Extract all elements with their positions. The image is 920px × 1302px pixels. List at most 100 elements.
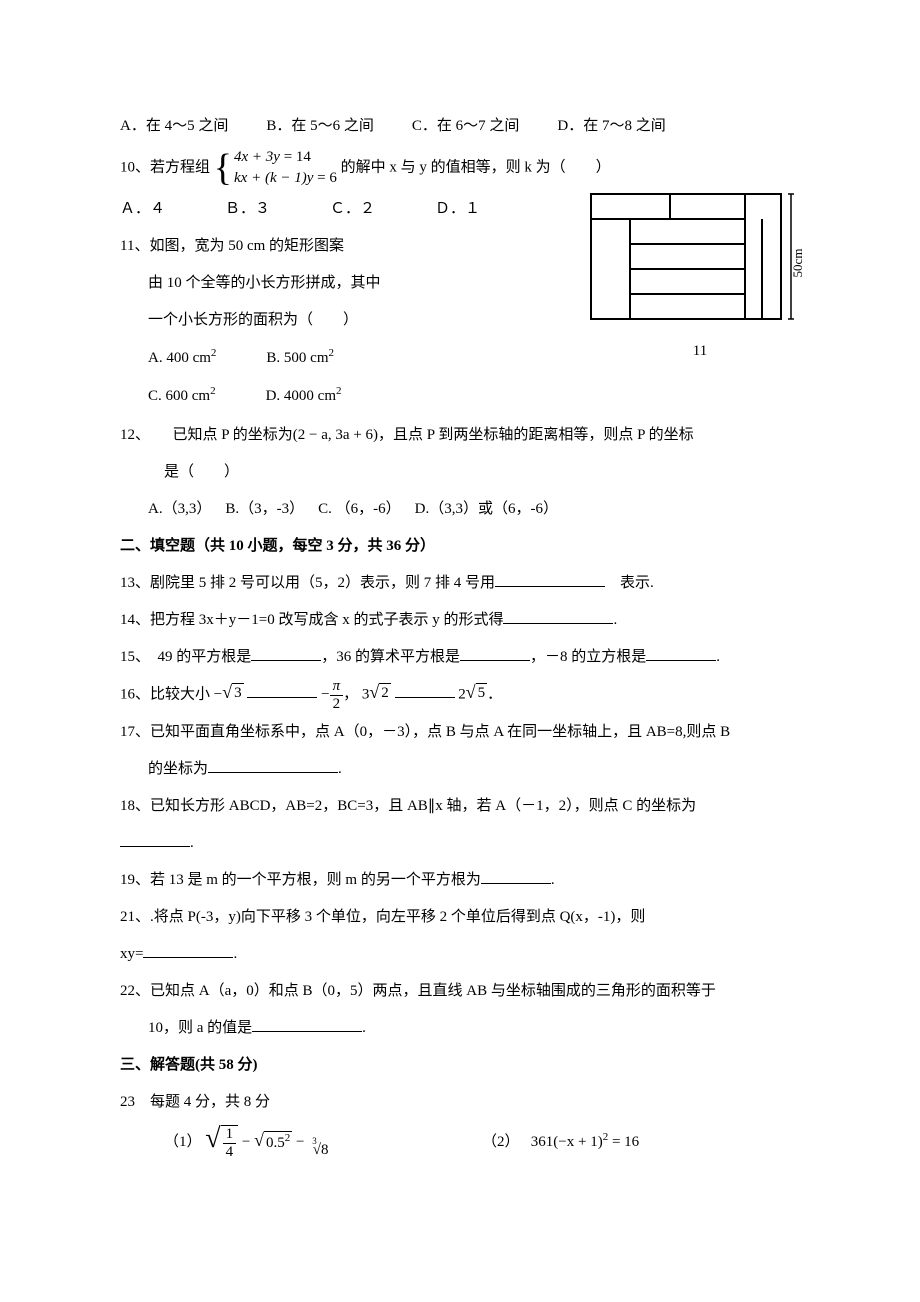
fig-dim-label: 50cm [790, 249, 805, 278]
q12-coord: (2 − a, 3a + 6) [293, 427, 378, 443]
q13: 13、剧院里 5 排 2 号可以用（5，2）表示，则 7 排 4 号用 表示. [120, 567, 800, 600]
q18-line2: . [120, 827, 800, 860]
opt-d: D．在 7～8 之间 [557, 110, 665, 143]
q18-post: . [190, 835, 194, 851]
q11-opt-b: B. 500 cm2 [266, 341, 334, 375]
blank [208, 757, 338, 773]
cuberoot-8: 3√8 [308, 1134, 328, 1167]
blank [120, 831, 190, 847]
blank [251, 645, 321, 661]
blank [481, 868, 551, 884]
q10-opt-d: Ｄ．１ [435, 193, 480, 226]
q11-opt-c: C. 600 cm2 [148, 379, 216, 413]
section3-heading: 三、解答题(共 58 分) [120, 1049, 800, 1082]
q16-post: ． [487, 686, 502, 702]
q10-opt-b: Ｂ．３ [225, 193, 270, 226]
q14-post: . [613, 612, 617, 628]
q10-opt-c: Ｃ．２ [330, 193, 375, 226]
q21-post: . [233, 946, 237, 962]
q11-opts-row2: C. 600 cm2 D. 4000 cm2 [120, 379, 568, 413]
q15-p1: 15、 49 的平方根是 [120, 649, 251, 665]
q17-line2-text: 的坐标为 [148, 761, 208, 777]
q10-eq1-lhs: 4x + 3y [234, 149, 280, 165]
q21-line2: xy=. [120, 938, 800, 971]
q-prev-options: A．在 4～5 之间 B．在 5～6 之间 C．在 6～7 之间 D．在 7～8… [120, 110, 800, 143]
q11-opt-a: A. 400 cm2 [148, 341, 216, 375]
q23-parts: （1） √ 14 − √0.52 − 3√8 （2） 361(−x + 1)2 … [120, 1125, 800, 1167]
frac-pi-2: π2 [330, 678, 344, 712]
q14: 14、把方程 3x＋y－1=0 改写成含 x 的式子表示 y 的形式得. [120, 604, 800, 637]
opt-a: A．在 4～5 之间 [120, 110, 228, 143]
q23-head: 23 每题 4 分，共 8 分 [120, 1086, 800, 1119]
opt-c: C．在 6～7 之间 [412, 110, 520, 143]
q23-p1-label: （1） [164, 1134, 202, 1150]
q15-p3: ，－8 的立方根是 [530, 649, 646, 665]
q11-opts-row1: A. 400 cm2 B. 500 cm2 [120, 341, 568, 375]
q12-line2: 是（ ） [120, 456, 800, 489]
q10: 10、若方程组 { 4x + 3y = 14 kx + (k − 1)y = 6… [120, 147, 800, 189]
section2-heading: 二、填空题（共 10 小题，每空 3 分，共 36 分） [120, 530, 800, 563]
q23-p2-label: （2） [482, 1134, 512, 1150]
q22-pre: 10，则 a 的值是 [148, 1020, 252, 1036]
blank [247, 682, 317, 698]
q16-neg2: − [321, 686, 329, 702]
q12-pre: 12、 已知点 P 的坐标为 [120, 427, 293, 443]
q13-pre: 13、剧院里 5 排 2 号可以用（5，2）表示，则 7 排 4 号用 [120, 575, 495, 591]
q10-eq1-rhs: = 14 [284, 149, 311, 165]
q12-options: A.（3,3） B.（3，-3） C. （6，-6） D.（3,3）或（6，-6… [120, 493, 800, 526]
q23-p2-expr: 361(−x + 1) [531, 1134, 603, 1150]
blank [143, 942, 233, 958]
q12-opt-b: B.（3，-3） [225, 493, 304, 526]
q23-part2: （2） 361(−x + 1)2 = 16 [482, 1125, 800, 1167]
blank [395, 682, 455, 698]
q11-fig-label: 11 [590, 335, 810, 368]
q21-line1: 21、.将点 P(-3，y)向下平移 3 个单位，向左平移 2 个单位后得到点 … [120, 901, 800, 934]
q10-system: { 4x + 3y = 14 kx + (k − 1)y = 6 [214, 147, 337, 189]
q16-neg1: − [214, 686, 222, 702]
blank [495, 571, 605, 587]
q22-line2: 10，则 a 的值是. [120, 1012, 800, 1045]
q18-line1: 18、已知长方形 ABCD，AB=2，BC=3，且 AB∥x 轴，若 A（－1，… [120, 790, 800, 823]
q15-p2: ，36 的算术平方根是 [321, 649, 460, 665]
q17-post: . [338, 761, 342, 777]
q17-line2: 的坐标为. [120, 753, 800, 786]
sqrt-2: √2 [369, 683, 390, 702]
q19-pre: 19、若 13 是 m 的一个平方根，则 m 的另一个平方根为 [120, 872, 481, 888]
q23-p2-rhs: = 16 [608, 1134, 639, 1150]
q16-c-coef: 3 [362, 686, 370, 702]
q16: 16、比较大小 −√3 −π2， 3√2 2√5． [120, 678, 800, 712]
q16-sep: ， [343, 686, 358, 702]
q16-d-coef: 2 [458, 686, 466, 702]
q11-opt-d: D. 4000 cm2 [266, 379, 342, 413]
blank [252, 1016, 362, 1032]
q22-line1: 22、已知点 A（a，0）和点 B（0，5）两点，且直线 AB 与坐标轴围成的三… [120, 975, 800, 1008]
q10-stem-post: 的解中 x 与 y 的值相等，则 k 为（ ） [341, 159, 611, 175]
q21-pre: xy= [120, 946, 143, 962]
q17-line1: 17、已知平面直角坐标系中，点 A（0，－3），点 B 与点 A 在同一坐标轴上… [120, 716, 800, 749]
q12-opt-c: C. （6，-6） [318, 493, 401, 526]
opt-b: B．在 5～6 之间 [266, 110, 374, 143]
q19-post: . [551, 872, 555, 888]
sqrt-3: √3 [222, 683, 243, 702]
q15: 15、 49 的平方根是 ，36 的算术平方根是 ，－8 的立方根是. [120, 641, 800, 674]
sqrt-0-5-sq: √0.52 [254, 1131, 292, 1152]
q16-pre: 16、比较大小 [120, 686, 210, 702]
sqrt-5: √5 [466, 683, 487, 702]
q12-opt-a: A.（3,3） [148, 493, 211, 526]
q13-post: 表示. [605, 575, 654, 591]
blank [503, 608, 613, 624]
q19: 19、若 13 是 m 的一个平方根，则 m 的另一个平方根为. [120, 864, 800, 897]
sqrt-1-4: √ 14 [205, 1125, 238, 1160]
q11-figure: 50cm 11 [590, 193, 810, 368]
blank [646, 645, 716, 661]
q10-stem-pre: 10、若方程组 [120, 159, 210, 175]
q12-opt-d: D.（3,3）或（6，-6） [415, 493, 558, 526]
q12-line1: 12、 已知点 P 的坐标为(2 − a, 3a + 6)，且点 P 到两坐标轴… [120, 419, 800, 452]
q12-post: ，且点 P 到两坐标轴的距离相等，则点 P 的坐标 [378, 427, 694, 443]
q10-opt-a: Ａ．４ [120, 193, 165, 226]
q10-eq2-rhs: = 6 [317, 170, 337, 186]
q14-pre: 14、把方程 3x＋y－1=0 改写成含 x 的式子表示 y 的形式得 [120, 612, 503, 628]
q23-part1: （1） √ 14 − √0.52 − 3√8 [120, 1125, 482, 1167]
q15-p4: . [716, 649, 720, 665]
blank [460, 645, 530, 661]
